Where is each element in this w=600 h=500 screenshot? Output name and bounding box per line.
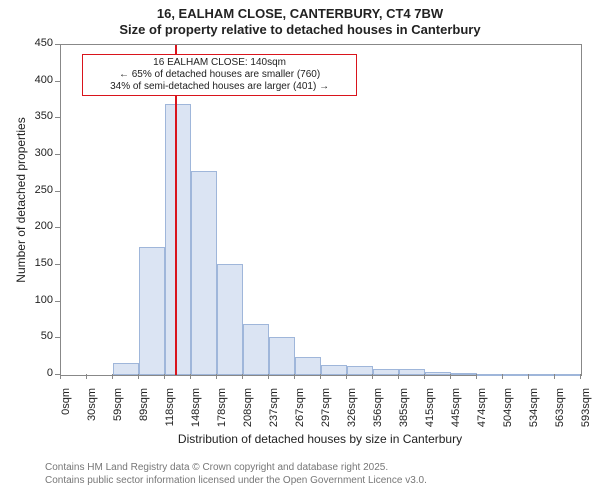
y-tick-label: 250	[23, 184, 53, 196]
x-tick-mark	[268, 374, 269, 379]
x-tick-mark	[502, 374, 503, 379]
histogram-bar	[217, 264, 243, 375]
x-tick-mark	[294, 374, 295, 379]
annotation-line-3: 34% of semi-detached houses are larger (…	[87, 81, 353, 93]
footer-copyright-2: Contains public sector information licen…	[45, 475, 427, 486]
x-tick-label: 593sqm	[580, 388, 592, 438]
x-tick-label: 118sqm	[164, 388, 176, 438]
x-tick-label: 385sqm	[398, 388, 410, 438]
plot-area: 16 EALHAM CLOSE: 140sqm← 65% of detached…	[60, 44, 582, 376]
x-tick-label: 356sqm	[372, 388, 384, 438]
x-tick-label: 445sqm	[450, 388, 462, 438]
x-tick-label: 148sqm	[190, 388, 202, 438]
y-tick-mark	[55, 154, 60, 155]
y-tick-mark	[55, 191, 60, 192]
histogram-bar	[243, 324, 269, 375]
histogram-bar	[269, 337, 295, 375]
x-tick-mark	[190, 374, 191, 379]
chart-container: { "title_line1": "16, EALHAM CLOSE, CANT…	[0, 0, 600, 500]
y-tick-mark	[55, 264, 60, 265]
x-tick-mark	[450, 374, 451, 379]
x-tick-mark	[86, 374, 87, 379]
x-tick-mark	[554, 374, 555, 379]
histogram-bar	[451, 373, 477, 375]
histogram-bar	[373, 369, 399, 375]
x-tick-mark	[320, 374, 321, 379]
y-tick-mark	[55, 117, 60, 118]
x-tick-label: 59sqm	[112, 388, 124, 438]
histogram-bar	[295, 357, 321, 375]
chart-title-subtitle: Size of property relative to detached ho…	[0, 22, 600, 37]
histogram-bar	[165, 104, 191, 375]
x-tick-label: 30sqm	[86, 388, 98, 438]
histogram-bar	[425, 372, 451, 375]
y-tick-label: 0	[23, 367, 53, 379]
chart-title-address: 16, EALHAM CLOSE, CANTERBURY, CT4 7BW	[0, 6, 600, 21]
histogram-bar	[477, 374, 503, 376]
histogram-bar	[529, 374, 555, 376]
x-tick-mark	[424, 374, 425, 379]
y-tick-mark	[55, 44, 60, 45]
x-tick-label: 415sqm	[424, 388, 436, 438]
x-tick-label: 237sqm	[268, 388, 280, 438]
x-tick-mark	[164, 374, 165, 379]
x-tick-mark	[112, 374, 113, 379]
x-tick-label: 326sqm	[346, 388, 358, 438]
histogram-bar	[139, 247, 165, 375]
x-tick-label: 534sqm	[528, 388, 540, 438]
histogram-bar	[503, 374, 529, 376]
footer-copyright-1: Contains HM Land Registry data © Crown c…	[45, 462, 388, 473]
annotation-line-2: ← 65% of detached houses are smaller (76…	[87, 69, 353, 81]
y-tick-label: 200	[23, 220, 53, 232]
histogram-bar	[113, 363, 139, 375]
property-annotation: 16 EALHAM CLOSE: 140sqm← 65% of detached…	[82, 54, 358, 96]
x-tick-mark	[528, 374, 529, 379]
x-tick-mark	[580, 374, 581, 379]
y-tick-label: 300	[23, 147, 53, 159]
x-tick-label: 267sqm	[294, 388, 306, 438]
x-tick-mark	[476, 374, 477, 379]
y-tick-label: 50	[23, 330, 53, 342]
x-tick-mark	[346, 374, 347, 379]
histogram-bar	[191, 171, 217, 375]
histogram-bar	[555, 374, 581, 376]
y-tick-mark	[55, 301, 60, 302]
x-tick-mark	[138, 374, 139, 379]
y-tick-label: 450	[23, 37, 53, 49]
annotation-line-1: 16 EALHAM CLOSE: 140sqm	[87, 57, 353, 69]
x-tick-label: 474sqm	[476, 388, 488, 438]
x-tick-label: 208sqm	[242, 388, 254, 438]
histogram-bar	[321, 365, 347, 375]
histogram-bar	[347, 366, 373, 375]
x-tick-mark	[242, 374, 243, 379]
x-tick-label: 0sqm	[60, 388, 72, 438]
x-tick-mark	[216, 374, 217, 379]
x-tick-mark	[60, 374, 61, 379]
x-tick-label: 89sqm	[138, 388, 150, 438]
y-tick-mark	[55, 227, 60, 228]
x-tick-label: 178sqm	[216, 388, 228, 438]
y-tick-label: 400	[23, 74, 53, 86]
x-tick-label: 297sqm	[320, 388, 332, 438]
histogram-bar	[399, 369, 425, 375]
y-tick-label: 350	[23, 110, 53, 122]
y-tick-label: 150	[23, 257, 53, 269]
x-tick-label: 563sqm	[554, 388, 566, 438]
x-tick-label: 504sqm	[502, 388, 514, 438]
y-axis-label: Number of detached properties	[14, 70, 28, 330]
x-tick-mark	[372, 374, 373, 379]
y-tick-mark	[55, 81, 60, 82]
x-tick-mark	[398, 374, 399, 379]
y-tick-mark	[55, 337, 60, 338]
y-tick-label: 100	[23, 294, 53, 306]
